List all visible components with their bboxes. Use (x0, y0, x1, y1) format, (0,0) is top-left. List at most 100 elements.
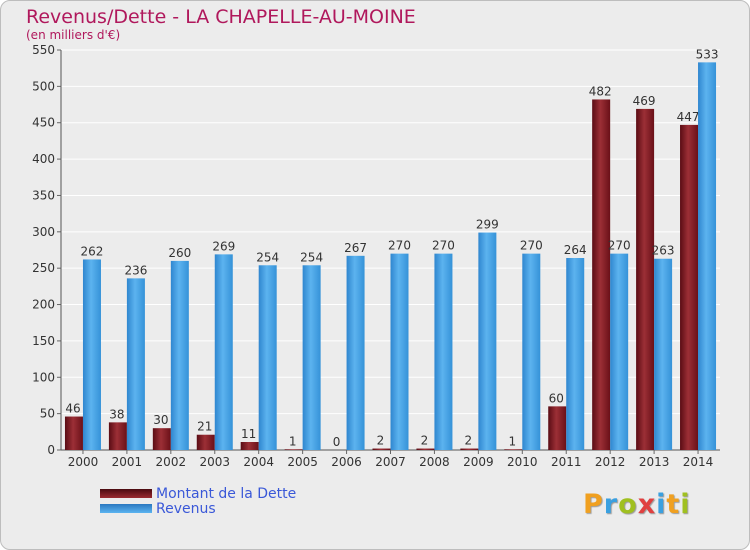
data-label-revenus: 267 (344, 241, 367, 255)
legend: Montant de la Dette Revenus (100, 485, 297, 517)
bar-revenus (390, 253, 409, 450)
chart-title: Revenus/Dette - LA CHAPELLE-AU-MOINE (26, 6, 416, 28)
bar-revenus (258, 265, 277, 450)
data-label-dette: 2 (465, 434, 473, 448)
bar-revenus (302, 265, 321, 450)
y-tick-label: 400 (32, 152, 55, 166)
bar-dette (64, 416, 83, 450)
logo-letter: t (666, 489, 681, 520)
x-tick-label: 2008 (419, 455, 450, 469)
bar-dette (108, 422, 127, 450)
bar-revenus (654, 258, 673, 450)
data-label-revenus: 270 (520, 239, 543, 253)
logo-letter: i (680, 489, 691, 520)
data-label-dette: 482 (589, 84, 612, 98)
bar-revenus (346, 255, 365, 450)
data-label-dette: 1 (289, 434, 297, 448)
bar-dette (548, 406, 567, 450)
legend-swatch-revenus (100, 504, 152, 513)
legend-item-dette: Montant de la Dette (100, 485, 297, 502)
data-label-dette: 2 (377, 434, 385, 448)
x-tick-label: 2004 (243, 455, 274, 469)
bar-dette (196, 434, 215, 450)
x-tick-label: 2012 (595, 455, 626, 469)
data-label-dette: 38 (109, 407, 124, 421)
data-label-revenus: 269 (212, 239, 235, 253)
data-label-revenus: 236 (124, 263, 147, 277)
data-label-revenus: 263 (652, 244, 675, 258)
data-label-revenus: 254 (256, 250, 279, 264)
data-label-dette: 11 (241, 427, 256, 441)
data-label-dette: 469 (633, 94, 656, 108)
data-label-revenus: 260 (168, 246, 191, 260)
logo-letter: P (583, 489, 604, 520)
x-tick-label: 2002 (156, 455, 187, 469)
legend-label-revenus: Revenus (156, 500, 216, 517)
y-tick-label: 450 (32, 116, 55, 130)
bar-revenus (610, 253, 629, 450)
x-tick-label: 2003 (199, 455, 230, 469)
bar-dette (460, 448, 479, 450)
logo-letter: i (656, 489, 667, 520)
x-tick-label: 2014 (683, 455, 714, 469)
bar-dette (592, 99, 611, 451)
data-label-revenus: 299 (476, 218, 499, 232)
x-tick-label: 2007 (375, 455, 406, 469)
y-tick-label: 350 (32, 188, 55, 202)
x-tick-label: 2001 (112, 455, 143, 469)
y-tick-label: 550 (32, 43, 55, 57)
bar-revenus (214, 254, 233, 450)
legend-swatch-dette (100, 489, 152, 498)
data-label-dette: 46 (65, 402, 80, 416)
data-label-dette: 21 (197, 420, 212, 434)
data-label-revenus: 533 (696, 47, 719, 61)
chart-subtitle: (en milliers d'€) (26, 28, 121, 42)
bar-revenus (478, 232, 497, 450)
bar-dette (284, 449, 303, 450)
bar-revenus (126, 278, 145, 450)
data-label-dette: 30 (153, 413, 168, 427)
data-label-revenus: 254 (300, 250, 323, 264)
data-label-dette: 447 (677, 110, 700, 124)
y-tick-label: 500 (32, 79, 55, 93)
x-tick-label: 2013 (639, 455, 670, 469)
y-tick-label: 200 (32, 298, 55, 312)
x-tick-label: 2011 (551, 455, 582, 469)
data-label-dette: 1 (508, 434, 516, 448)
data-label-revenus: 270 (432, 239, 455, 253)
data-label-revenus: 270 (388, 239, 411, 253)
bar-revenus (434, 253, 453, 450)
x-tick-label: 2000 (68, 455, 99, 469)
bar-revenus (698, 62, 717, 450)
bar-dette (416, 448, 435, 450)
data-label-dette: 2 (421, 434, 429, 448)
data-label-dette: 0 (333, 435, 341, 449)
data-label-revenus: 264 (564, 243, 587, 257)
bar-dette (372, 448, 391, 450)
bar-dette (504, 449, 523, 450)
logo-letter: o (618, 489, 638, 520)
y-tick-label: 300 (32, 225, 55, 239)
bar-revenus (566, 258, 585, 450)
bar-dette (636, 108, 655, 450)
logo-letter: x (637, 489, 657, 520)
bar-dette (680, 124, 699, 450)
y-tick-label: 50 (40, 407, 55, 421)
x-tick-label: 2009 (463, 455, 494, 469)
y-tick-label: 100 (32, 370, 55, 384)
bar-dette (152, 428, 171, 450)
x-tick-label: 2005 (287, 455, 318, 469)
data-label-dette: 60 (549, 391, 564, 405)
x-tick-label: 2010 (507, 455, 538, 469)
logo-letter: r (603, 489, 619, 520)
legend-label-dette: Montant de la Dette (156, 485, 297, 502)
legend-item-revenus: Revenus (100, 500, 296, 517)
proxiti-logo: Proxiti (583, 489, 691, 520)
y-tick-label: 250 (32, 261, 55, 275)
y-tick-label: 150 (32, 334, 55, 348)
bar-dette (240, 442, 259, 450)
y-tick-label: 0 (47, 443, 55, 457)
bar-revenus (82, 259, 101, 450)
bar-revenus (522, 253, 541, 450)
